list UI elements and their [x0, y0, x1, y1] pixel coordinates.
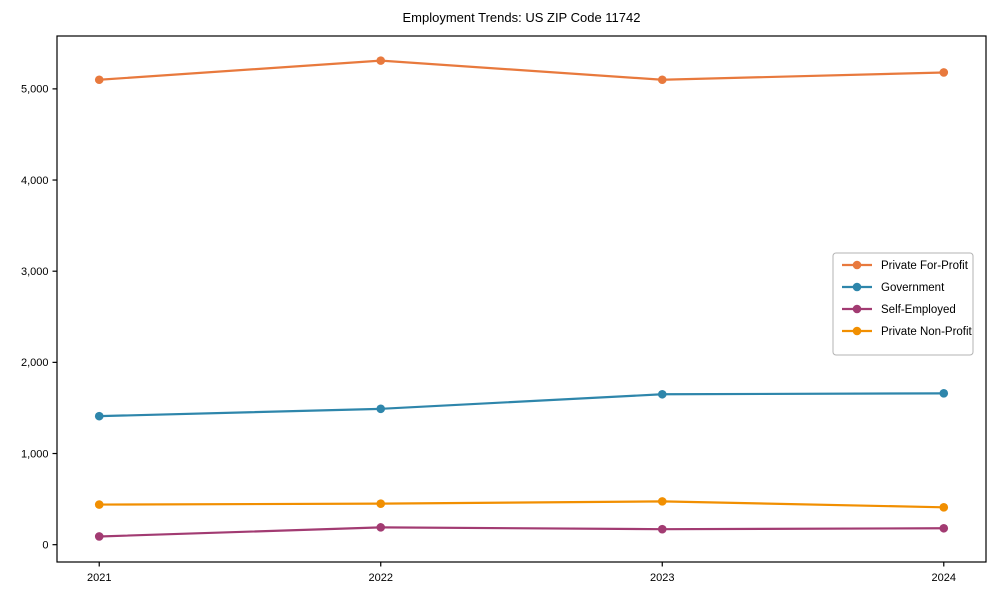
x-tick-label: 2022 [369, 572, 393, 584]
legend-item: Self-Employed [842, 304, 956, 316]
legend-label: Government [881, 282, 945, 294]
x-tick-label: 2021 [87, 572, 111, 584]
legend-marker [852, 304, 862, 314]
data-point [939, 523, 949, 533]
legend-marker [852, 282, 862, 292]
data-point [94, 411, 104, 421]
y-tick-label: 3,000 [21, 266, 49, 278]
data-point [939, 68, 949, 77]
plot-border [56, 35, 987, 563]
legend-label: Private For-Profit [881, 260, 969, 272]
data-point [376, 56, 386, 65]
y-tick-label: 0 [42, 539, 48, 551]
x-tick-label: 2023 [650, 572, 674, 584]
legend: Private For-Profit Government Self-Employe… [832, 252, 974, 356]
data-point [376, 499, 386, 508]
y-tick-label: 5,000 [21, 84, 49, 96]
data-point [94, 75, 104, 85]
legend-marker [852, 326, 862, 336]
data-point [939, 389, 949, 398]
legend-item: Private Non-Profit [842, 326, 973, 338]
data-point [94, 500, 104, 509]
legend-item: Private For-Profit [842, 260, 969, 272]
series-line [99, 500, 944, 509]
data-point [657, 524, 667, 534]
legend-marker [852, 260, 862, 270]
y-tick-label: 2,000 [21, 357, 49, 369]
series-line [99, 392, 944, 418]
y-tick-label: 1,000 [21, 448, 49, 460]
legend-label: Self-Employed [881, 304, 956, 316]
series-line [99, 526, 944, 538]
y-tick-label: 4,000 [21, 175, 49, 187]
data-point [94, 532, 104, 541]
legend-box [832, 252, 974, 356]
x-tick-label: 2024 [932, 572, 956, 584]
data-point [939, 503, 949, 512]
legend-item: Government [842, 282, 945, 294]
data-point [376, 404, 386, 414]
data-point [376, 523, 386, 532]
data-point [657, 497, 667, 506]
chart-title: Employment Trends: US ZIP Code 11742 [402, 10, 641, 25]
data-point [657, 389, 667, 399]
series-line [99, 59, 944, 81]
data-point [657, 75, 667, 85]
legend-label: Private Non-Profit [881, 326, 973, 338]
